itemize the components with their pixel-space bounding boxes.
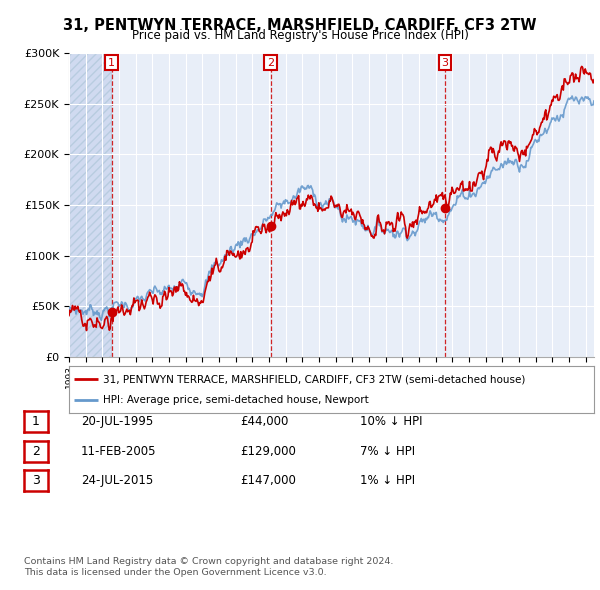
Text: 3: 3 bbox=[442, 58, 448, 68]
Text: 1: 1 bbox=[32, 415, 40, 428]
Text: 24-JUL-2015: 24-JUL-2015 bbox=[81, 474, 153, 487]
Text: 31, PENTWYN TERRACE, MARSHFIELD, CARDIFF, CF3 2TW (semi-detached house): 31, PENTWYN TERRACE, MARSHFIELD, CARDIFF… bbox=[103, 374, 526, 384]
Text: 31, PENTWYN TERRACE, MARSHFIELD, CARDIFF, CF3 2TW: 31, PENTWYN TERRACE, MARSHFIELD, CARDIFF… bbox=[63, 18, 537, 32]
Text: 10% ↓ HPI: 10% ↓ HPI bbox=[360, 415, 422, 428]
Text: This data is licensed under the Open Government Licence v3.0.: This data is licensed under the Open Gov… bbox=[24, 568, 326, 577]
Text: £129,000: £129,000 bbox=[240, 445, 296, 458]
Bar bbox=[69, 53, 112, 357]
Text: 11-FEB-2005: 11-FEB-2005 bbox=[81, 445, 157, 458]
Text: 1% ↓ HPI: 1% ↓ HPI bbox=[360, 474, 415, 487]
Text: £147,000: £147,000 bbox=[240, 474, 296, 487]
Text: 1: 1 bbox=[108, 58, 115, 68]
Text: 3: 3 bbox=[32, 474, 40, 487]
Text: 2: 2 bbox=[32, 445, 40, 458]
Text: 2: 2 bbox=[267, 58, 274, 68]
Text: Price paid vs. HM Land Registry's House Price Index (HPI): Price paid vs. HM Land Registry's House … bbox=[131, 30, 469, 42]
Text: HPI: Average price, semi-detached house, Newport: HPI: Average price, semi-detached house,… bbox=[103, 395, 369, 405]
Text: 20-JUL-1995: 20-JUL-1995 bbox=[81, 415, 153, 428]
Text: £44,000: £44,000 bbox=[240, 415, 289, 428]
Text: 7% ↓ HPI: 7% ↓ HPI bbox=[360, 445, 415, 458]
Text: Contains HM Land Registry data © Crown copyright and database right 2024.: Contains HM Land Registry data © Crown c… bbox=[24, 558, 394, 566]
